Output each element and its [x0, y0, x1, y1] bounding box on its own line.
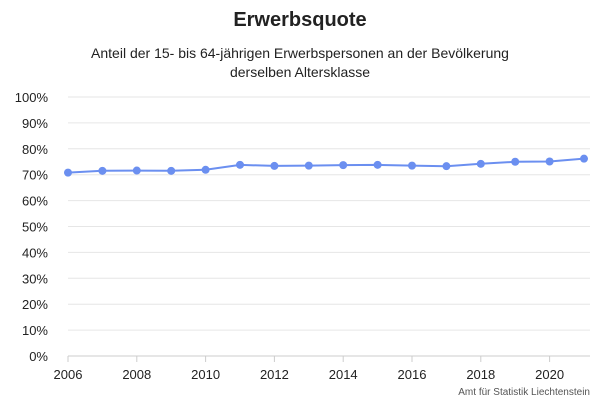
- x-tick-label: 2006: [54, 367, 83, 382]
- y-tick-label: 80%: [22, 142, 48, 157]
- data-point[interactable]: [580, 154, 588, 163]
- x-tick-label: 2018: [466, 367, 495, 382]
- series-line: [67, 157, 585, 174]
- data-point[interactable]: [167, 166, 176, 175]
- data-point[interactable]: [304, 161, 313, 170]
- y-tick-label: 90%: [22, 116, 48, 131]
- y-tick-label: 50%: [22, 220, 48, 235]
- y-tick-label: 0%: [29, 349, 48, 364]
- x-tick-label: 2008: [122, 367, 151, 382]
- data-point[interactable]: [339, 161, 348, 170]
- data-point[interactable]: [132, 166, 141, 175]
- chart-subtitle-line-2: derselben Altersklasse: [230, 64, 370, 80]
- data-point[interactable]: [201, 165, 210, 174]
- source-credit: Amt für Statistik Liechtenstein: [458, 387, 590, 398]
- grid-lines: [68, 96, 590, 357]
- y-tick-label: 100%: [15, 90, 49, 105]
- x-tick-label: 2014: [329, 367, 358, 382]
- data-point[interactable]: [64, 168, 72, 177]
- y-tick-label: 20%: [22, 297, 48, 312]
- y-tick-label: 10%: [22, 323, 48, 338]
- data-point[interactable]: [476, 159, 485, 168]
- y-tick-label: 70%: [22, 168, 48, 183]
- x-tick-label: 2016: [398, 367, 427, 382]
- chart-subtitle-line-1: Anteil der 15- bis 64-jährigen Erwerbspe…: [91, 45, 509, 61]
- x-axis: 2006 2008 2010 2012 2014 2016 2018 2020: [54, 356, 564, 382]
- data-point[interactable]: [236, 160, 244, 169]
- data-point[interactable]: [408, 161, 416, 170]
- data-point[interactable]: [270, 161, 279, 170]
- x-tick-label: 2012: [260, 367, 289, 382]
- y-axis-ticks: 0% 10% 20% 30% 40% 50% 60% 70% 80% 90% 100%: [15, 90, 49, 364]
- data-point[interactable]: [442, 162, 451, 171]
- x-tick-label: 2020: [535, 367, 564, 382]
- data-point[interactable]: [511, 157, 520, 166]
- series-erwerbsquote: [64, 154, 588, 177]
- data-point[interactable]: [98, 166, 107, 175]
- y-tick-label: 30%: [22, 271, 48, 286]
- x-tick-label: 2010: [191, 367, 220, 382]
- chart-title: Erwerbsquote: [233, 9, 366, 31]
- y-tick-label: 60%: [22, 194, 48, 209]
- data-point[interactable]: [545, 157, 554, 166]
- y-tick-label: 40%: [22, 245, 48, 260]
- data-point[interactable]: [373, 160, 382, 169]
